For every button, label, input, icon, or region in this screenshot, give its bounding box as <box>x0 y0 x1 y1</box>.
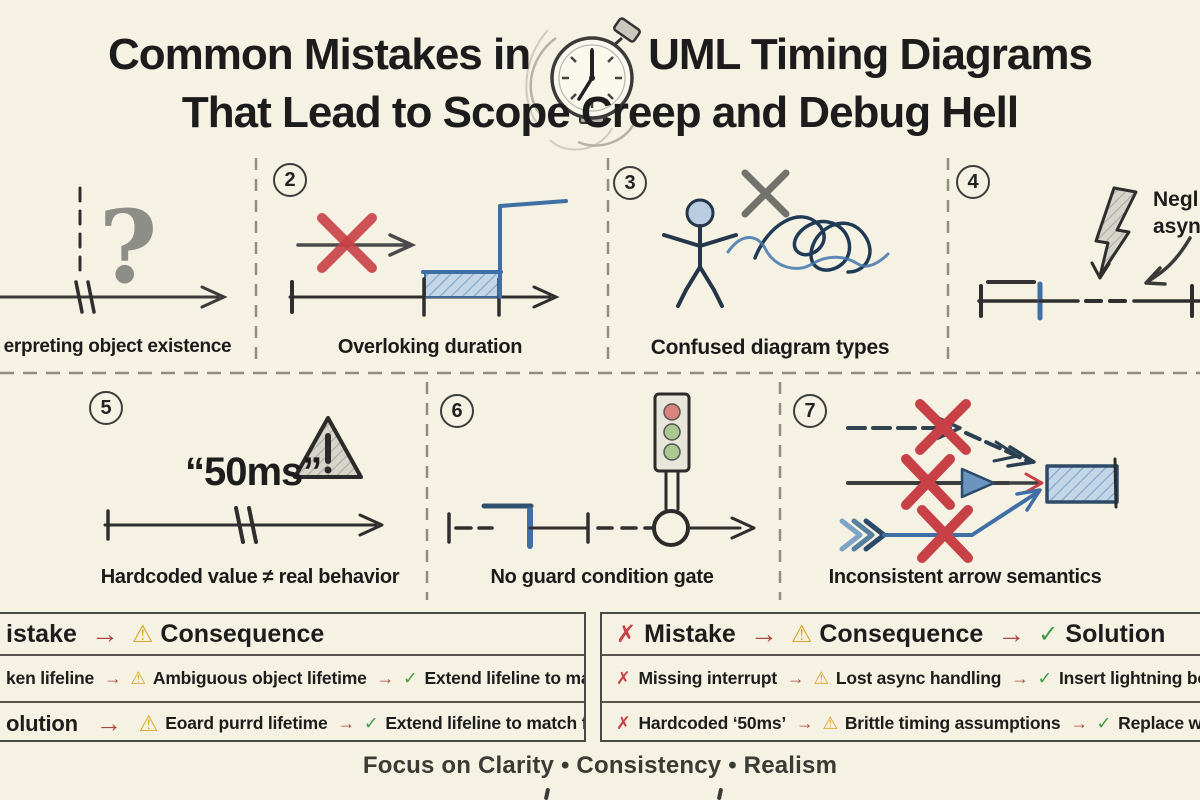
panel5-hardcoded-sketch <box>103 416 384 544</box>
left-table-row-2: olution → ⚠ Eoard purrd lifetime → ✓ Ext… <box>0 701 584 744</box>
panel2-duration-sketch <box>288 199 568 317</box>
panel6-trafficlight-sketch <box>447 392 756 549</box>
left-header-consequence: Consequence <box>160 619 325 648</box>
warning-icon: ⚠ <box>822 713 838 733</box>
left-table-header-row: istake → ⚠ Consequence <box>0 614 584 654</box>
row-consequence: Lost async handling <box>835 668 1002 688</box>
arrow-icon: → <box>337 713 356 733</box>
check-icon: ✓ <box>1037 668 1053 688</box>
panel5-number-badge: 5 <box>89 391 123 425</box>
arrow-icon: → <box>376 668 395 688</box>
warning-icon: ⚠ <box>813 668 829 688</box>
panel7-arrows-sketch <box>839 399 1119 563</box>
warning-icon: ⚠ <box>131 620 154 648</box>
right-table-row-2: ✗ Hardcoded ‘50ms’ → ⚠ Brittle timing as… <box>602 701 1200 744</box>
cross-icon: ✗ <box>616 668 631 688</box>
arrow-icon: → <box>1011 668 1029 688</box>
arrow-icon: → <box>796 713 814 733</box>
check-icon: ✓ <box>1096 713 1112 733</box>
arrow-icon: → <box>787 668 805 688</box>
row-solution: Extend lifeline to match full scope <box>385 713 584 733</box>
row-mistake: Hardcoded ‘50ms’ <box>638 713 787 733</box>
arrow-icon: → <box>104 668 122 688</box>
panel2-number-badge: 2 <box>273 163 307 197</box>
arrow-icon: → <box>997 618 1026 649</box>
footer-tagline: Focus on Clarity • Consistency • Realism <box>362 752 838 779</box>
row-consequence: Ambiguous object lifetime <box>152 668 367 688</box>
check-icon: ✓ <box>402 668 418 688</box>
title-text-post: UML Timing Diagrams <box>648 30 1093 79</box>
warning-icon: ⚠ <box>138 710 159 736</box>
row-consequence: Brittle timing assumptions <box>844 713 1061 733</box>
right-header-consequence: Consequence <box>819 619 984 648</box>
cross-icon: ✗ <box>616 620 637 648</box>
row-solution: Replace with parameterized delay or SL <box>1118 713 1200 733</box>
panel4-number-badge: 4 <box>956 165 990 199</box>
panel3-number-badge: 3 <box>613 166 647 200</box>
panel5-caption: Hardcoded value ≠ real behavior <box>100 566 400 588</box>
row-solution: Extend lifeline to match full scope <box>424 668 584 688</box>
left-table-row-1: ken lifeline → ⚠ Ambiguous object lifeti… <box>0 654 584 701</box>
row-consequence: Eoard purrd lifetime <box>165 713 328 733</box>
panel4-async-annotation: Negl async <box>1153 186 1200 240</box>
panel7-number-badge: 7 <box>793 394 827 428</box>
arrow-icon: → <box>749 618 778 649</box>
page-title-line1: Common Mistakes in UML Timing Diagrams <box>0 30 1200 80</box>
panel6-caption: No guard condition gate <box>490 566 714 588</box>
panel6-number-badge: 6 <box>440 394 474 428</box>
async-annotation-line1: Negl <box>1153 188 1199 211</box>
svg-text:?: ? <box>99 188 158 306</box>
arrow-icon: → <box>95 708 122 738</box>
panel2-caption: Overloking duration <box>337 336 523 358</box>
arrow-icon: → <box>1070 713 1088 733</box>
async-annotation-line2: async <box>1153 215 1200 238</box>
panel1-broken-lifeline-sketch: ? <box>0 186 228 314</box>
panel3-caption: Confused diagram types <box>650 336 890 359</box>
panel3-stickfigure-scribble-sketch <box>662 169 890 308</box>
page-title-line2: That Lead to Scope Creep and Debug Hell <box>181 88 1019 137</box>
row-mistake: ken lifeline <box>6 668 95 688</box>
right-table-row-1: ✗ Missing interrupt → ⚠ Lost async handl… <box>602 654 1200 701</box>
arrow-icon: → <box>90 618 119 649</box>
right-header-solution: Solution <box>1065 619 1166 648</box>
right-table-header-row: ✗ Mistake → ⚠ Consequence → ✓ Solution <box>602 614 1200 654</box>
panel7-caption: Inconsistent arrow semantics <box>828 566 1102 588</box>
stopwatch-icon <box>525 17 641 151</box>
warning-icon: ⚠ <box>130 668 146 688</box>
panel-separators <box>0 158 1200 600</box>
row-mistake: olution <box>6 710 78 736</box>
panel1-caption: erpreting object existence <box>3 336 232 357</box>
cross-icon: ✗ <box>616 713 631 733</box>
panel4-lightning-sketch <box>977 186 1200 321</box>
row-solution: Insert lightning bolt + handler annot <box>1059 668 1200 688</box>
right-header-mistake: Mistake <box>644 619 736 648</box>
check-icon: ✓ <box>363 713 379 733</box>
title-text-pre: Common Mistakes in <box>108 30 531 79</box>
row-mistake: Missing interrupt <box>638 668 778 688</box>
right-mistake-table: ✗ Mistake → ⚠ Consequence → ✓ Solution ✗… <box>600 612 1200 742</box>
left-mistake-table: istake → ⚠ Consequence ken lifeline → ⚠ … <box>0 612 586 742</box>
left-header-mistake: istake <box>6 619 77 648</box>
hardcoded-50ms-label: “50ms” <box>185 450 322 494</box>
warning-icon: ⚠ <box>790 620 813 648</box>
check-icon: ✓ <box>1038 620 1059 648</box>
